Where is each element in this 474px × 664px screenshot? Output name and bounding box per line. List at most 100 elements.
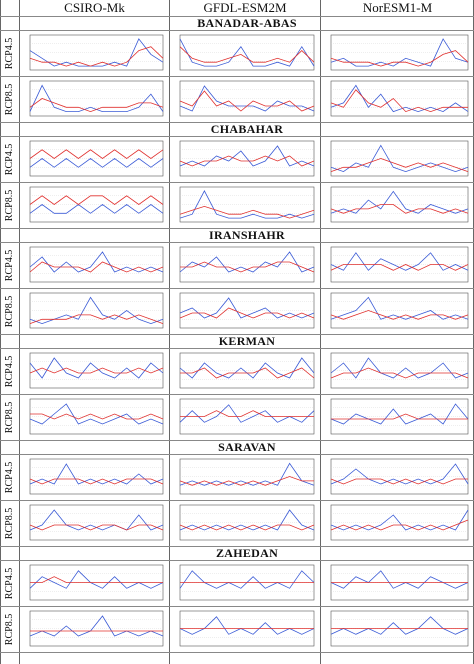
column-divider — [169, 0, 170, 664]
series-b-line — [179, 307, 315, 319]
series-b-line — [179, 524, 315, 531]
series-a-line — [330, 144, 469, 173]
scenario-label: RCP8.5 — [0, 288, 20, 334]
line-chart — [179, 292, 315, 329]
chart-panel — [21, 607, 168, 651]
series-b-line — [330, 89, 468, 113]
scenario-label-text: RCP8.5 — [4, 613, 16, 645]
series-b-line — [330, 158, 469, 172]
series-b-line — [29, 98, 164, 113]
chart-panel — [322, 289, 473, 333]
chart-panel — [322, 607, 473, 651]
chart-panel — [322, 349, 473, 393]
series-a-line — [179, 404, 315, 423]
series-b-line — [330, 264, 469, 271]
scenario-label-text: RCP8.5 — [4, 401, 16, 433]
line-chart — [179, 564, 315, 601]
line-chart — [179, 504, 315, 541]
column-divider — [0, 0, 1, 664]
chart-panel — [322, 243, 473, 287]
panel-rule — [0, 394, 474, 395]
panel-rule — [0, 76, 474, 77]
line-chart — [179, 610, 315, 647]
scenario-label: RCP4.5 — [0, 30, 20, 76]
series-b-line — [180, 410, 314, 417]
scenario-label: RCP8.5 — [0, 76, 20, 122]
chart-panel — [171, 289, 319, 333]
line-chart — [179, 352, 315, 389]
scenario-label-text: RCP8.5 — [4, 295, 16, 327]
panel-rule — [0, 122, 474, 123]
series-b-line — [29, 149, 164, 159]
station-rule — [0, 30, 474, 31]
scenario-label: RCP4.5 — [0, 348, 20, 394]
line-chart — [29, 292, 164, 329]
scenario-label: RCP8.5 — [0, 394, 20, 440]
series-a-line — [179, 190, 315, 219]
header-rule — [0, 16, 474, 17]
scenario-label-text: RCP4.5 — [4, 567, 16, 599]
series-b-line — [180, 367, 315, 379]
line-chart — [330, 610, 469, 647]
line-chart — [29, 352, 164, 389]
series-b-line — [29, 367, 164, 374]
line-chart — [330, 246, 469, 283]
series-b-line — [29, 46, 164, 67]
station-title: BANADAR-ABAS — [197, 16, 297, 30]
series-a-line — [330, 509, 469, 531]
line-chart — [29, 564, 164, 601]
scenario-label-text: RCP8.5 — [4, 189, 16, 221]
series-b-line — [29, 524, 164, 531]
panel-rule — [0, 228, 474, 229]
line-chart — [29, 34, 164, 71]
station-rule — [0, 348, 474, 349]
scenario-label: RCP8.5 — [0, 182, 20, 228]
chart-panel — [171, 395, 319, 439]
chart-panel — [322, 561, 473, 605]
panel-rule — [0, 500, 474, 501]
line-chart — [330, 564, 469, 601]
series-b-line — [330, 204, 469, 214]
line-chart — [179, 140, 315, 177]
line-chart — [330, 398, 469, 435]
line-chart — [179, 80, 315, 117]
series-b-line — [179, 46, 315, 63]
series-b-line — [179, 205, 315, 219]
series-a-line — [29, 158, 164, 168]
column-header-0: CSIRO-Mk — [20, 0, 169, 17]
line-chart — [29, 398, 164, 435]
line-chart — [29, 458, 164, 495]
chart-panel — [21, 77, 168, 121]
chart-panel — [322, 395, 473, 439]
chart-panel — [171, 349, 319, 393]
series-b-line — [30, 576, 163, 583]
series-b-line — [331, 413, 468, 420]
line-chart — [330, 458, 469, 495]
series-a-line — [29, 251, 164, 273]
series-a-line — [330, 190, 469, 214]
station-rule — [0, 242, 474, 243]
column-header-1: GFDL-ESM2M — [170, 0, 320, 17]
line-chart — [29, 80, 164, 117]
series-b-line — [179, 476, 314, 486]
series-b-line — [330, 310, 469, 320]
chart-panel — [21, 561, 168, 605]
chart-panel — [21, 31, 168, 75]
series-b-line — [330, 367, 469, 379]
station-title: IRANSHAHR — [208, 228, 286, 242]
line-chart — [330, 504, 469, 541]
series-b-line — [330, 478, 468, 485]
line-chart — [179, 458, 315, 495]
scenario-label-text: RCP4.5 — [4, 461, 16, 493]
series-b-line — [29, 478, 164, 485]
scenario-label: RCP4.5 — [0, 454, 20, 500]
panel-rule — [0, 546, 474, 547]
series-a-line — [29, 615, 164, 637]
series-a-line — [330, 570, 469, 589]
station-title: SARAVAN — [218, 440, 276, 454]
series-a-line — [179, 145, 315, 167]
chart-panel — [21, 395, 168, 439]
station-rule — [0, 454, 474, 455]
line-chart — [179, 34, 315, 71]
